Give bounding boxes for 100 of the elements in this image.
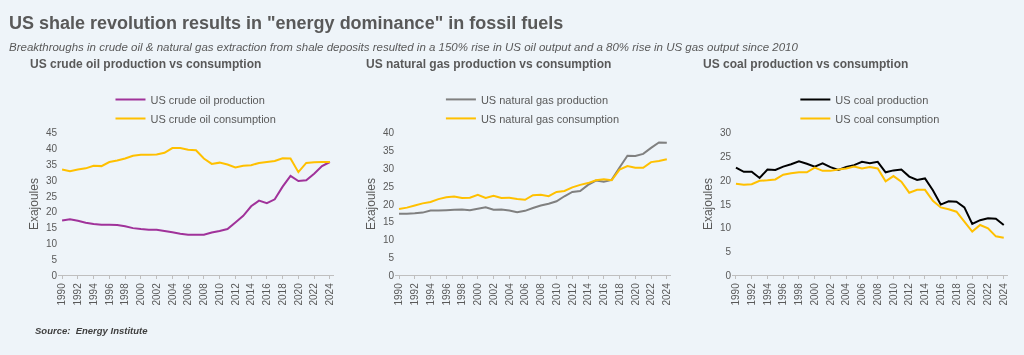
x-tick-label: 2004: [503, 282, 515, 306]
x-tick-label: 1996: [103, 282, 115, 306]
x-tick-label: 2014: [582, 282, 594, 306]
x-tick-label: 1992: [745, 282, 757, 306]
x-tick-label: 2016: [598, 282, 610, 306]
x-tick-label: 2014: [919, 282, 931, 306]
y-tick-label: 35: [46, 159, 58, 171]
x-tick-label: 1990: [393, 282, 405, 306]
y-tick-label: 35: [382, 145, 395, 157]
x-tick-label: 1994: [87, 282, 99, 306]
line-series: [398, 141, 668, 215]
legend-label: US natural gas consumption: [480, 112, 620, 125]
source-note: Source: Energy Institute: [35, 325, 149, 336]
y-axis-title: Exajoules: [701, 178, 716, 231]
text: Breakthroughs in crude oil & natural gas extraction from shale deposits resulted in a 150% rise in US oil output and a 80% rise in US gas output since 2010: [9, 41, 799, 53]
y-tick-label: 20: [46, 206, 58, 218]
y-tick-label: 40: [46, 143, 58, 155]
x-tick-label: 2020: [966, 282, 978, 306]
x-tick-label: 2004: [166, 282, 178, 306]
x-tick-label: 2012: [903, 282, 915, 306]
x-tick-label: 2008: [871, 282, 883, 306]
y-tick-label: 15: [382, 216, 395, 228]
y-tick-label: 20: [382, 198, 395, 210]
x-tick-label: 2020: [629, 282, 641, 306]
chart-title: US coal production vs consumption: [703, 57, 909, 71]
x-tick-label: 1990: [730, 282, 742, 306]
x-tick-label: 1992: [409, 282, 421, 306]
x-tick-label: 2012: [566, 282, 578, 306]
y-tick-label: 25: [382, 180, 395, 192]
y-tick-label: 10: [46, 238, 58, 250]
x-tick-label: 1994: [424, 282, 436, 306]
chart-title: US natural gas production vs consumption: [366, 57, 612, 71]
x-tick-label: 2000: [808, 282, 820, 306]
y-tick-label: 15: [46, 222, 58, 234]
x-tick-label: 2008: [535, 282, 547, 306]
y-tick-label: 30: [46, 174, 58, 186]
y-tick-label: 25: [46, 190, 58, 202]
y-tick-label: 20: [719, 174, 732, 186]
y-tick-label: 0: [725, 269, 732, 281]
x-tick-label: 2016: [261, 282, 273, 306]
y-tick-label: 30: [382, 163, 395, 174]
y-tick-label: 0: [51, 269, 58, 281]
line-series: [398, 158, 668, 211]
x-tick-label: 2022: [308, 282, 320, 306]
x-tick-label: 2000: [472, 282, 484, 306]
line-series: [61, 147, 331, 174]
chart-title: US crude oil production vs consumption: [30, 57, 262, 71]
x-tick-label: 1998: [793, 282, 805, 306]
x-tick-label: 2024: [997, 282, 1009, 306]
x-tick-label: 2018: [950, 282, 962, 306]
x-tick-label: 1998: [456, 282, 468, 306]
x-tick-label: 2006: [856, 282, 868, 306]
x-tick-label: 2022: [645, 282, 657, 306]
y-tick-label: 5: [51, 253, 58, 265]
x-tick-label: 2018: [276, 282, 288, 306]
legend-label: US coal production: [835, 93, 929, 106]
line-series: [61, 161, 331, 236]
y-tick-label: 45: [46, 127, 58, 139]
y-axis-title: Exajoules: [27, 178, 42, 231]
y-tick-label: 25: [719, 151, 732, 163]
x-tick-label: 2006: [519, 282, 531, 306]
x-tick-label: 2002: [824, 282, 836, 306]
x-tick-label: 2006: [182, 282, 194, 306]
y-tick-label: 15: [719, 198, 732, 210]
x-tick-label: 2024: [324, 282, 336, 306]
x-tick-label: 2000: [135, 282, 147, 306]
y-axis-title: Exajoules: [364, 178, 379, 231]
x-tick-label: 2010: [887, 282, 899, 306]
x-tick-label: 2010: [213, 282, 225, 306]
y-tick-label: 5: [725, 246, 732, 258]
legend-label: US natural gas production: [480, 93, 609, 106]
y-tick-label: 40: [382, 127, 395, 139]
x-tick-label: 2002: [487, 282, 499, 306]
y-tick-label: 30: [719, 127, 732, 139]
line-series: [734, 160, 1005, 226]
y-tick-label: 10: [719, 222, 732, 234]
x-tick-label: 2012: [229, 282, 241, 306]
x-tick-label: 2022: [982, 282, 994, 306]
legend-label: US crude oil production: [150, 93, 265, 106]
x-tick-label: 2014: [245, 282, 257, 306]
x-tick-label: 1996: [777, 282, 789, 306]
text: US shale revolution results in "energy dominance" in fossil fuels: [9, 13, 564, 33]
x-tick-label: 2004: [840, 282, 852, 306]
x-tick-label: 2016: [934, 282, 946, 306]
line-series: [734, 165, 1005, 239]
y-tick-label: 0: [388, 269, 395, 281]
x-tick-label: 2018: [613, 282, 625, 306]
x-tick-label: 1992: [72, 282, 84, 306]
x-tick-label: 2008: [198, 282, 210, 306]
x-tick-label: 1990: [56, 282, 68, 306]
x-tick-label: 2010: [550, 282, 562, 306]
x-tick-label: 2020: [292, 282, 304, 306]
x-tick-label: 1994: [761, 282, 773, 306]
x-tick-label: 1998: [119, 282, 131, 306]
y-tick-label: 5: [388, 251, 395, 263]
x-tick-label: 2002: [150, 282, 162, 306]
x-tick-label: 1996: [440, 282, 452, 306]
x-tick-label: 2024: [661, 282, 673, 306]
y-tick-label: 10: [382, 234, 395, 246]
legend-label: US coal consumption: [835, 112, 940, 125]
